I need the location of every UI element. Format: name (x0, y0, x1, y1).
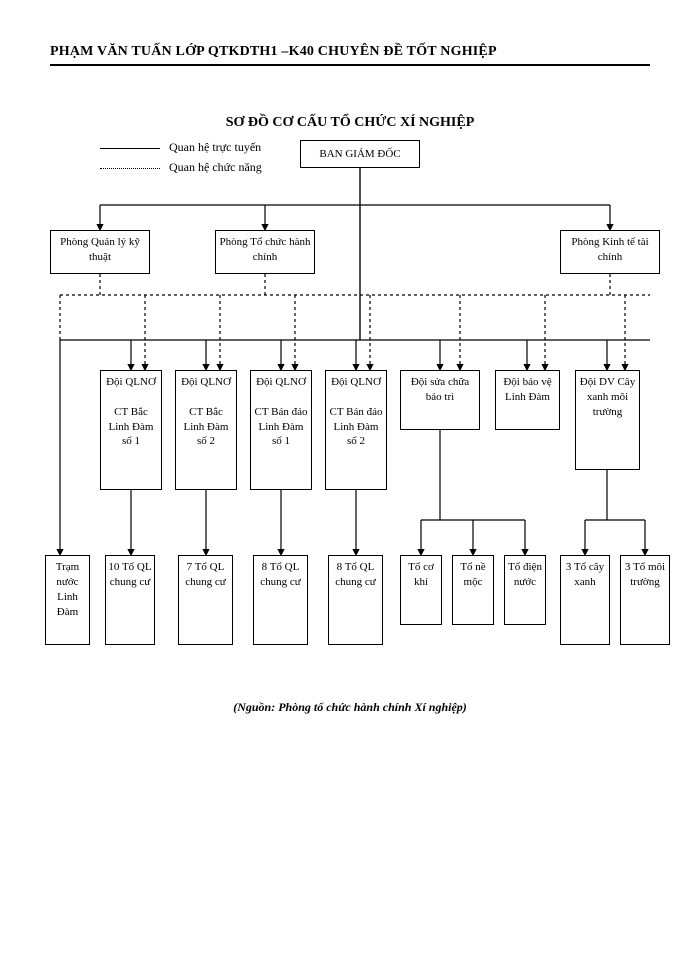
connector-lines (0, 0, 700, 960)
